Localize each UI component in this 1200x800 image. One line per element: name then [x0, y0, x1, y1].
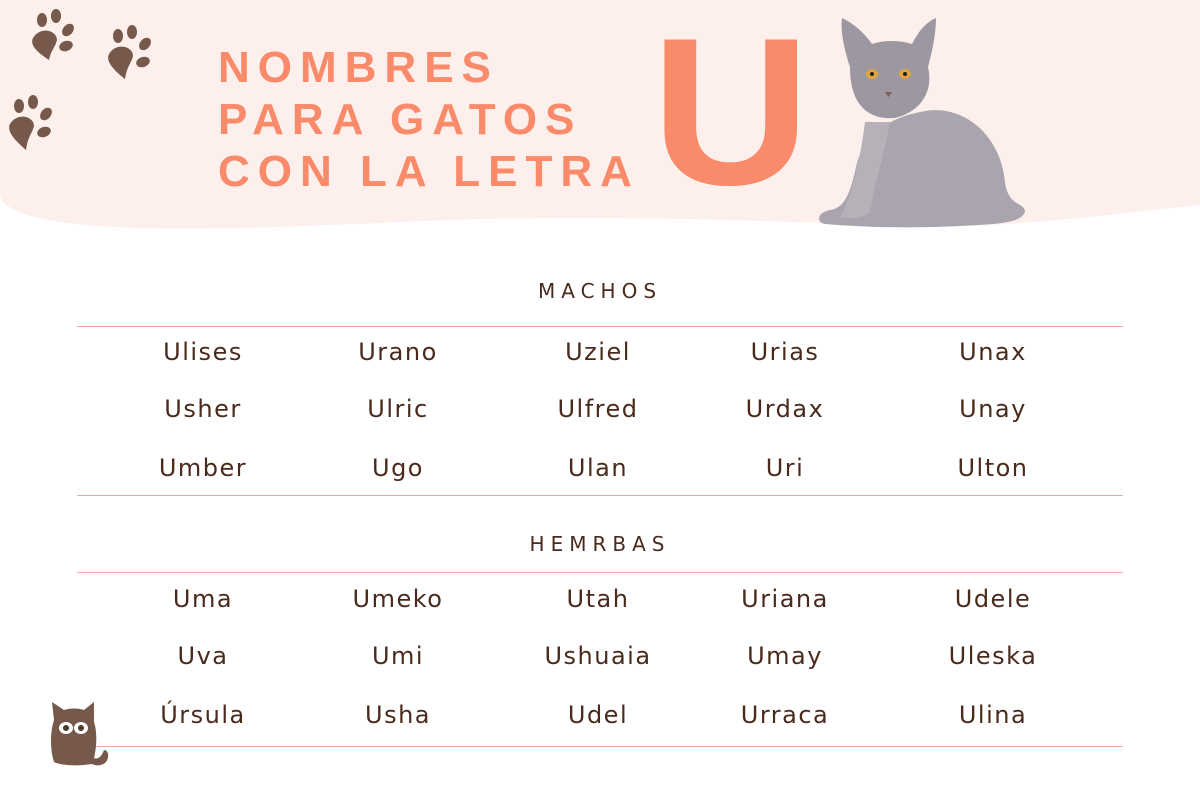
cat-name: Uva	[177, 642, 229, 670]
title-line: CON LA LETRA	[218, 147, 640, 196]
cat-name: Uziel	[565, 338, 631, 366]
cat-name: Ugo	[372, 454, 424, 482]
cat-illustration	[818, 18, 1025, 228]
cat-name: Uleska	[948, 642, 1038, 670]
divider	[77, 572, 1123, 573]
cat-name: Urias	[750, 338, 820, 366]
divider	[77, 746, 1123, 747]
paw-print-icon	[9, 95, 52, 150]
cat-name: Uma	[172, 585, 234, 613]
cat-name: Umi	[371, 642, 425, 670]
cat-name: Umber	[158, 454, 248, 482]
cat-name: Úrsula	[160, 701, 246, 729]
cat-name: Ulan	[567, 454, 629, 482]
cat-name: Ushuaia	[544, 642, 652, 670]
divider	[77, 326, 1123, 327]
title-line: NOMBRES	[218, 43, 499, 92]
cat-name: Usha	[365, 701, 431, 729]
cat-name: Ulises	[163, 338, 243, 366]
paw-print-icon	[108, 25, 151, 79]
cat-silhouette-icon	[51, 702, 109, 766]
cat-name: Ulfred	[557, 395, 639, 423]
section-heading-hembras: HEMRBAS	[529, 532, 671, 556]
page-title: NOMBRES PARA GATOS CON LA LETRA	[218, 42, 640, 198]
title-line: PARA GATOS	[218, 95, 583, 144]
paw-print-icon	[32, 9, 74, 60]
cat-name: Uriana	[741, 585, 829, 613]
cat-name: Unay	[959, 395, 1027, 423]
cat-name: Utah	[566, 585, 630, 613]
cat-name: Ulton	[957, 454, 1029, 482]
section-heading-machos: MACHOS	[537, 279, 663, 303]
cat-name: Udel	[567, 701, 629, 729]
cat-name: Ulric	[367, 395, 429, 423]
cat-name: Uri	[765, 454, 805, 482]
cat-name: Unax	[959, 338, 1027, 366]
cat-name: Udele	[954, 585, 1032, 613]
cat-name: Urano	[358, 338, 438, 366]
divider	[77, 495, 1123, 496]
cat-name: Urdax	[745, 395, 825, 423]
cat-name: Urraca	[740, 701, 830, 729]
cat-name: Usher	[164, 395, 242, 423]
title-letter: U	[651, 0, 811, 229]
cat-name: Ulina	[958, 701, 1028, 729]
cat-name: Umeko	[352, 585, 444, 613]
cat-name: Umay	[747, 642, 823, 670]
